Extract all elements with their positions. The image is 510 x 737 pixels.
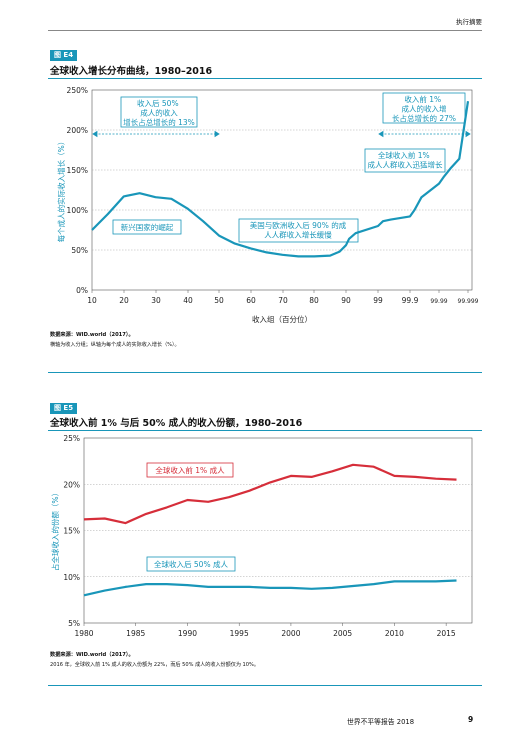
chart1-x-axis-label: 收入组（百分位） <box>252 314 312 324</box>
chart1-x-ticks: 10 20 30 40 50 60 70 80 90 99 99.9 99.99 99.999 <box>87 290 479 305</box>
chart1-annotation-5: 全球收入前 1% 成人人群收入迅猛增长 <box>368 150 443 170</box>
chart1-annotations: 收入后 50% 成人的收入增长占总增长的 13% 收入前 1% 成人的收入增长占总… <box>121 94 456 240</box>
chart2-x-tick-label: 2000 <box>281 629 300 638</box>
chart2-x-tick-label: 2015 <box>437 629 456 638</box>
chart1-y-tick-label: 50% <box>71 246 88 255</box>
chart2-x-ticks: 1980 1985 1990 1995 2000 2005 2010 2015 <box>74 623 456 638</box>
legend-box-bottom50 <box>146 556 236 572</box>
chart2-y-tick-label: 15% <box>63 527 80 536</box>
legend-box-top1 <box>146 462 234 478</box>
top1-arrow-left <box>378 130 384 138</box>
bottom50-arrow-left <box>92 130 98 138</box>
chart2-y-tick-label: 5% <box>68 619 80 628</box>
figure-badge-e4: 图 E4 <box>50 50 78 61</box>
chart1-y-tick-label: 150% <box>67 166 88 175</box>
figure-title-e4: 全球收入增长分布曲线，1980–2016 <box>50 66 213 77</box>
figure-bottom-rule-e4 <box>48 372 482 373</box>
annotation-box-us-europe <box>238 218 359 243</box>
section-header: 执行摘要 <box>456 18 482 26</box>
figure-bottom-rule-e5 <box>48 685 482 686</box>
footer-report-title: 世界不平等报告 2018 <box>347 718 415 726</box>
annotation-box-top1-growth <box>364 148 446 173</box>
chart1-x-tick-label: 70 <box>278 296 288 305</box>
chart1-gridlines <box>92 129 472 251</box>
chart2-y-tick-label: 20% <box>63 480 80 489</box>
chart2-x-tick-label: 1995 <box>230 629 249 638</box>
figure-source-e4: 数据来源：WID.world（2017）。 <box>50 332 134 338</box>
chart2-x-tick-label: 2005 <box>333 629 352 638</box>
chart1-frame <box>91 89 473 291</box>
chart1-x-tick-label: 60 <box>246 296 256 305</box>
chart2-y-tick-label: 25% <box>63 434 80 443</box>
chart2-gridlines <box>84 484 472 577</box>
annotation-box-emerging <box>112 219 182 235</box>
chart2-x-tick-label: 2010 <box>385 629 404 638</box>
figure-note-e4: 横轴为收入分组；纵轴为每个成人的实际收入增长（%）。 <box>50 342 180 348</box>
chart2-y-tick-label: 10% <box>63 573 80 582</box>
chart1-y-tick-label: 200% <box>67 126 88 135</box>
chart1-annotation-2: 收入前 1% 成人的收入增长占总增长的 27% <box>392 94 456 123</box>
bottom50-arrow-right <box>214 130 220 138</box>
chart1-x-tick-label: 99.9 <box>402 296 419 305</box>
top1-arrow-right <box>465 130 471 138</box>
chart1-x-tick-label: 90 <box>341 296 351 305</box>
chart2-series-top1 <box>83 463 457 525</box>
figure-rule-e4 <box>48 78 482 79</box>
header-rule <box>48 30 482 31</box>
chart1-annotation-3: 新兴国家的崛起 <box>121 222 174 232</box>
page-number: 9 <box>468 715 474 724</box>
chart2-x-tick-label: 1980 <box>74 629 93 638</box>
chart1-x-tick-label: 99.999 <box>458 298 479 305</box>
legend-label-top1: 全球收入前 1% 成人 <box>155 465 225 475</box>
chart2-y-axis-label: 占全球收入的份额（%） <box>50 489 60 571</box>
figure-source-e5: 数据来源：WID.world（2017）。 <box>50 652 134 658</box>
figure-title-e5: 全球收入前 1% 与后 50% 成人的收入份额，1980–2016 <box>50 418 303 429</box>
annotation-box-top1-share <box>382 92 466 124</box>
chart2-series-bottom50 <box>83 579 457 597</box>
chart1-y-tick-label: 100% <box>67 206 88 215</box>
figure-badge-e5: 图 E5 <box>50 403 78 414</box>
chart1-x-tick-label: 99 <box>373 296 383 305</box>
annotation-box-bottom50 <box>120 96 198 128</box>
chart1-y-axis-label: 每个成人的实际收入增长（%） <box>56 138 66 243</box>
legend-label-bottom50: 全球收入后 50% 成人 <box>154 559 228 569</box>
chart1-series-line <box>91 101 470 258</box>
chart1-annotation-1: 收入后 50% 成人的收入增长占总增长的 13% <box>123 98 195 127</box>
chart1-x-tick-label: 50 <box>214 296 224 305</box>
chart1-y-tick-label: 0% <box>76 286 88 295</box>
chart1-x-tick-label: 20 <box>119 296 129 305</box>
chart1-x-tick-label: 40 <box>183 296 193 305</box>
chart1-range-arrows <box>92 130 471 138</box>
chart2-y-ticks: 5% 10% 15% 20% 25% <box>63 434 80 628</box>
chart1-x-tick-label: 10 <box>87 296 97 305</box>
chart1-y-tick-label: 250% <box>67 86 88 95</box>
chart1-annotation-4: 美国与欧洲收入后 90% 的成人人群收入增长缓慢 <box>250 220 347 240</box>
chart1-x-tick-label: 99.99 <box>430 298 447 305</box>
chart2-x-tick-label: 1990 <box>178 629 197 638</box>
chart1-y-ticks: 0% 50% 100% 150% 200% 250% <box>67 86 88 295</box>
chart2-x-tick-label: 1985 <box>126 629 145 638</box>
figure-note-e5: 2016 年，全球收入前 1% 成人的收入份额为 22%，而后 50% 成人的收… <box>50 662 259 668</box>
chart1-x-tick-label: 80 <box>309 296 319 305</box>
figure-rule-e5 <box>48 430 482 431</box>
chart1-x-tick-label: 30 <box>151 296 161 305</box>
